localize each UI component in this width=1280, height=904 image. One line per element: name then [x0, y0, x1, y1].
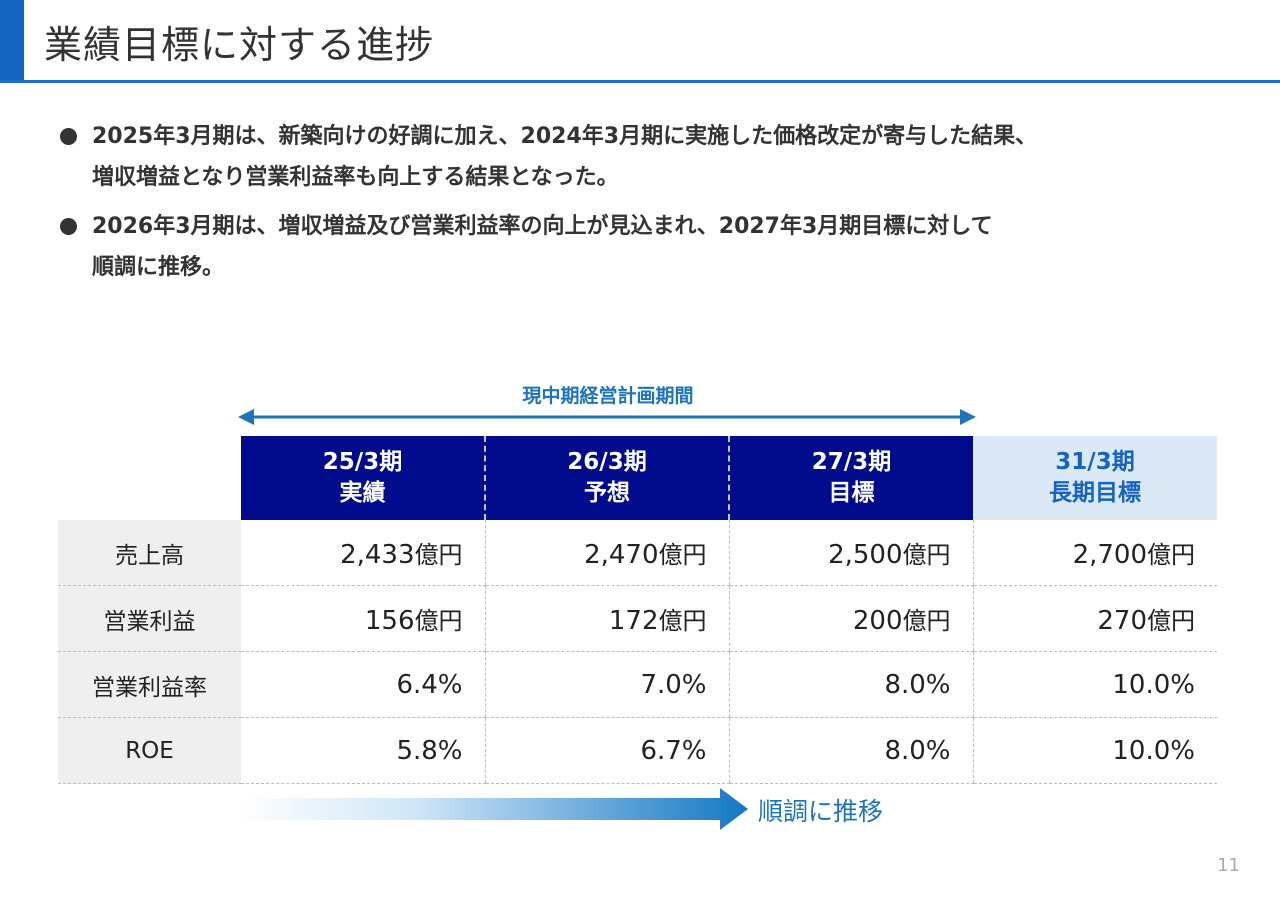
cell-unit: 億円 — [902, 541, 951, 569]
bullet-item: 2025年3月期は、新築向けの好調に加え、2024年3月期に実施した価格改定が寄… — [56, 116, 1256, 198]
title-underline — [0, 80, 1280, 83]
bullet-text-line: 2025年3月期は、新築向けの好調に加え、2024年3月期に実施した価格改定が寄… — [92, 124, 1038, 149]
cell-value: 6.4% — [396, 669, 463, 700]
column-header: 27/3期 目標 — [728, 436, 973, 520]
cell-value: 5.8% — [396, 735, 463, 766]
table-cell: 2,700億円 — [972, 520, 1217, 586]
bullet-dot-icon — [60, 218, 77, 235]
table-cell: 200億円 — [728, 585, 973, 652]
plan-period-label: 現中期経営計画期間 — [522, 385, 694, 407]
cell-value: 2,470 — [584, 540, 659, 570]
trend-label: 順調に推移 — [758, 797, 884, 826]
table-cell: 270億円 — [972, 585, 1217, 652]
column-header: 25/3期 実績 — [241, 436, 485, 520]
table-row: 売上高 2,433億円 2,470億円 2,500億円 2,700億円 — [58, 520, 1217, 586]
table-cell: 5.8% — [241, 717, 485, 784]
row-label: ROE — [58, 717, 241, 784]
column-period: 27/3期 — [811, 449, 892, 475]
bullet-list: 2025年3月期は、新築向けの好調に加え、2024年3月期に実施した価格改定が寄… — [56, 116, 1256, 296]
table-cell: 7.0% — [484, 651, 729, 718]
page-number: 11 — [1217, 855, 1240, 876]
table-cell: 6.4% — [241, 651, 485, 718]
column-header: 26/3期 予想 — [484, 436, 729, 520]
cell-unit: 億円 — [414, 607, 463, 635]
cell-unit: 億円 — [1147, 541, 1195, 569]
column-period: 25/3期 — [322, 449, 403, 475]
table-row: ROE 5.8% 6.7% 8.0% 10.0% — [58, 717, 1217, 784]
cell-value: 10.0% — [1112, 669, 1195, 700]
table-cell: 2,470億円 — [484, 520, 729, 586]
table-cell: 10.0% — [972, 717, 1217, 784]
row-label: 営業利益率 — [58, 651, 241, 718]
bullet-text-line: 2026年3月期は、増収増益及び営業利益率の向上が見込まれ、2027年3月期目標… — [92, 214, 993, 239]
bullet-dot-icon — [60, 128, 77, 145]
cell-value: 200 — [852, 606, 903, 636]
column-period: 26/3期 — [567, 449, 647, 475]
cell-value: 156 — [364, 606, 415, 636]
table-cell: 6.7% — [484, 717, 729, 784]
title-accent-bar — [0, 0, 24, 82]
cell-value: 6.7% — [640, 735, 707, 766]
column-type: 目標 — [828, 480, 875, 506]
bullet-text-line: 増収増益となり営業利益率も向上する結果となった。 — [92, 165, 619, 190]
cell-value: 2,433 — [340, 540, 415, 570]
bullet-item: 2026年3月期は、増収増益及び営業利益率の向上が見込まれ、2027年3月期目標… — [56, 206, 1256, 288]
cell-unit: 億円 — [414, 541, 463, 569]
table-cell: 172億円 — [484, 585, 729, 652]
cell-unit: 億円 — [1147, 607, 1195, 635]
plan-period-double-arrow-icon — [238, 409, 976, 425]
cell-unit: 億円 — [902, 607, 951, 635]
bullet-text-line: 順調に推移。 — [92, 255, 225, 280]
column-type: 長期目標 — [1049, 480, 1141, 506]
kpi-table: 25/3期 実績 26/3期 予想 27/3期 目標 31/3期 長期目標 売上… — [58, 436, 1217, 784]
row-label: 売上高 — [58, 520, 241, 586]
table-cell: 2,500億円 — [728, 520, 973, 586]
page-title: 業績目標に対する進捗 — [44, 23, 435, 67]
table-cell: 156億円 — [241, 585, 485, 652]
table-row: 営業利益率 6.4% 7.0% 8.0% 10.0% — [58, 651, 1217, 718]
column-type: 実績 — [339, 480, 386, 506]
cell-unit: 億円 — [658, 607, 707, 635]
header-blank-cell — [58, 436, 241, 520]
cell-value: 2,700 — [1072, 540, 1147, 570]
table-cell: 8.0% — [728, 651, 973, 718]
table-cell: 2,433億円 — [241, 520, 485, 586]
row-label: 営業利益 — [58, 585, 241, 652]
table-cell: 10.0% — [972, 651, 1217, 718]
cell-value: 270 — [1097, 606, 1147, 636]
title-bar: 業績目標に対する進捗 — [0, 0, 1280, 86]
table-header-row: 25/3期 実績 26/3期 予想 27/3期 目標 31/3期 長期目標 — [58, 436, 1217, 520]
column-type: 予想 — [584, 480, 630, 506]
table-row: 営業利益 156億円 172億円 200億円 270億円 — [58, 585, 1217, 652]
table-cell: 8.0% — [728, 717, 973, 784]
column-header-long-term: 31/3期 長期目標 — [973, 436, 1217, 520]
cell-value: 8.0% — [884, 735, 951, 766]
cell-value: 8.0% — [884, 669, 951, 700]
cell-value: 7.0% — [640, 669, 707, 700]
column-period: 31/3期 — [1055, 449, 1135, 475]
cell-unit: 億円 — [658, 541, 707, 569]
cell-value: 172 — [608, 606, 659, 636]
cell-value: 10.0% — [1112, 735, 1195, 766]
cell-value: 2,500 — [828, 540, 903, 570]
trend-gradient-arrow-icon — [238, 788, 748, 830]
